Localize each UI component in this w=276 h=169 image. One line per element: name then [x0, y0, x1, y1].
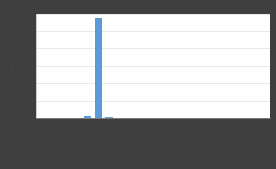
Y-axis label: MFI: MFI: [11, 61, 16, 71]
Bar: [105, 117, 113, 118]
X-axis label: Histone H3 Peptides: Histone H3 Peptides: [126, 140, 181, 145]
Bar: [95, 18, 102, 118]
Bar: [84, 116, 91, 118]
